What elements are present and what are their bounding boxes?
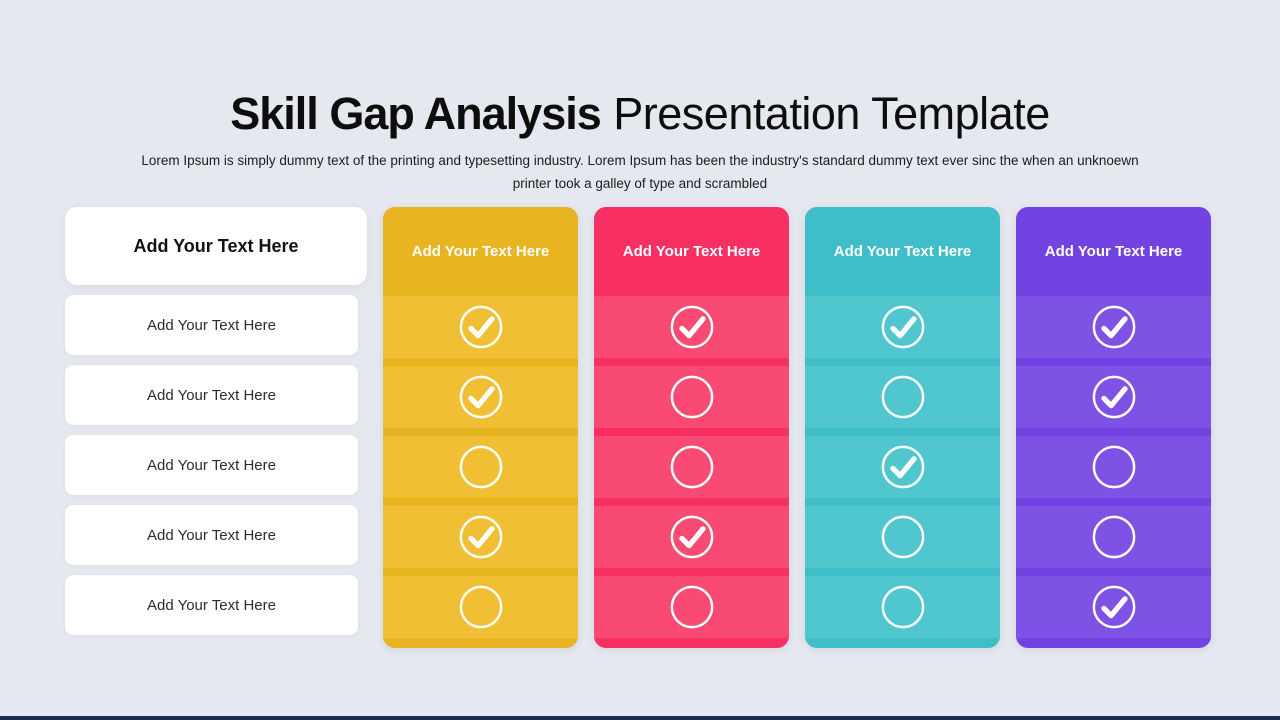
check-circle-icon: [1092, 305, 1135, 349]
empty-cell[interactable]: [594, 366, 789, 428]
check-cell[interactable]: [1016, 366, 1211, 428]
empty-cell[interactable]: [805, 366, 1000, 428]
empty-circle-icon: [881, 585, 924, 629]
title-primary: Skill Gap Analysis: [230, 88, 601, 140]
page-title: Skill Gap Analysis Presentation Template: [0, 88, 1280, 140]
column-yellow: Add Your Text Here: [383, 207, 578, 648]
labels-column-header[interactable]: Add Your Text Here: [65, 207, 367, 285]
empty-circle-icon: [670, 375, 713, 419]
check-cell[interactable]: [1016, 576, 1211, 638]
empty-cell[interactable]: [594, 576, 789, 638]
check-circle-icon: [881, 305, 924, 349]
check-cell[interactable]: [805, 296, 1000, 358]
title-secondary: Presentation Template: [613, 88, 1050, 140]
check-circle-icon: [1092, 375, 1135, 419]
check-circle-icon: [1092, 585, 1135, 629]
comparison-table: Add Your Text Here Add Your Text Here Add…: [65, 207, 1211, 648]
check-circle-icon: [881, 445, 924, 489]
bottom-accent-bar: [0, 716, 1280, 720]
check-cell[interactable]: [383, 506, 578, 568]
empty-circle-icon: [670, 585, 713, 629]
empty-cell[interactable]: [1016, 436, 1211, 498]
column-header[interactable]: Add Your Text Here: [833, 243, 972, 260]
column-header[interactable]: Add Your Text Here: [1044, 243, 1183, 260]
empty-circle-icon: [459, 445, 502, 489]
check-cell[interactable]: [383, 366, 578, 428]
check-circle-icon: [459, 375, 502, 419]
empty-circle-icon: [670, 445, 713, 489]
column-header[interactable]: Add Your Text Here: [622, 243, 761, 260]
check-cell[interactable]: [594, 506, 789, 568]
check-cell[interactable]: [594, 296, 789, 358]
empty-cell[interactable]: [805, 506, 1000, 568]
column-pink: Add Your Text Here: [594, 207, 789, 648]
empty-cell[interactable]: [805, 576, 1000, 638]
subtitle: Lorem Ipsum is simply dummy text of the …: [120, 149, 1160, 195]
empty-cell[interactable]: [594, 436, 789, 498]
column-purple: Add Your Text Here: [1016, 207, 1211, 648]
column-header[interactable]: Add Your Text Here: [411, 243, 550, 260]
subtitle-line-1: Lorem Ipsum is simply dummy text of the …: [141, 152, 1139, 168]
empty-circle-icon: [881, 375, 924, 419]
empty-cell[interactable]: [383, 576, 578, 638]
label-row[interactable]: Add Your Text Here: [65, 575, 358, 635]
subtitle-line-2: printer took a galley of type and scramb…: [512, 175, 768, 191]
label-row[interactable]: Add Your Text Here: [65, 505, 358, 565]
label-row[interactable]: Add Your Text Here: [65, 365, 358, 425]
check-circle-icon: [670, 305, 713, 349]
check-cell[interactable]: [383, 296, 578, 358]
empty-cell[interactable]: [1016, 506, 1211, 568]
labels-column-rows: Add Your Text Here Add Your Text Here Add …: [65, 295, 367, 635]
column-teal: Add Your Text Here: [805, 207, 1000, 648]
empty-circle-icon: [1092, 445, 1135, 489]
check-circle-icon: [459, 515, 502, 559]
check-circle-icon: [670, 515, 713, 559]
check-cell[interactable]: [1016, 296, 1211, 358]
label-row[interactable]: Add Your Text Here: [65, 295, 358, 355]
check-cell[interactable]: [805, 436, 1000, 498]
labels-column: Add Your Text Here Add Your Text Here Add…: [65, 207, 367, 635]
label-row[interactable]: Add Your Text Here: [65, 435, 358, 495]
empty-circle-icon: [1092, 515, 1135, 559]
colored-columns: Add Your Text Here Add Your Text Here Add …: [383, 207, 1211, 648]
empty-cell[interactable]: [383, 436, 578, 498]
check-circle-icon: [459, 305, 502, 349]
empty-circle-icon: [881, 515, 924, 559]
empty-circle-icon: [459, 585, 502, 629]
